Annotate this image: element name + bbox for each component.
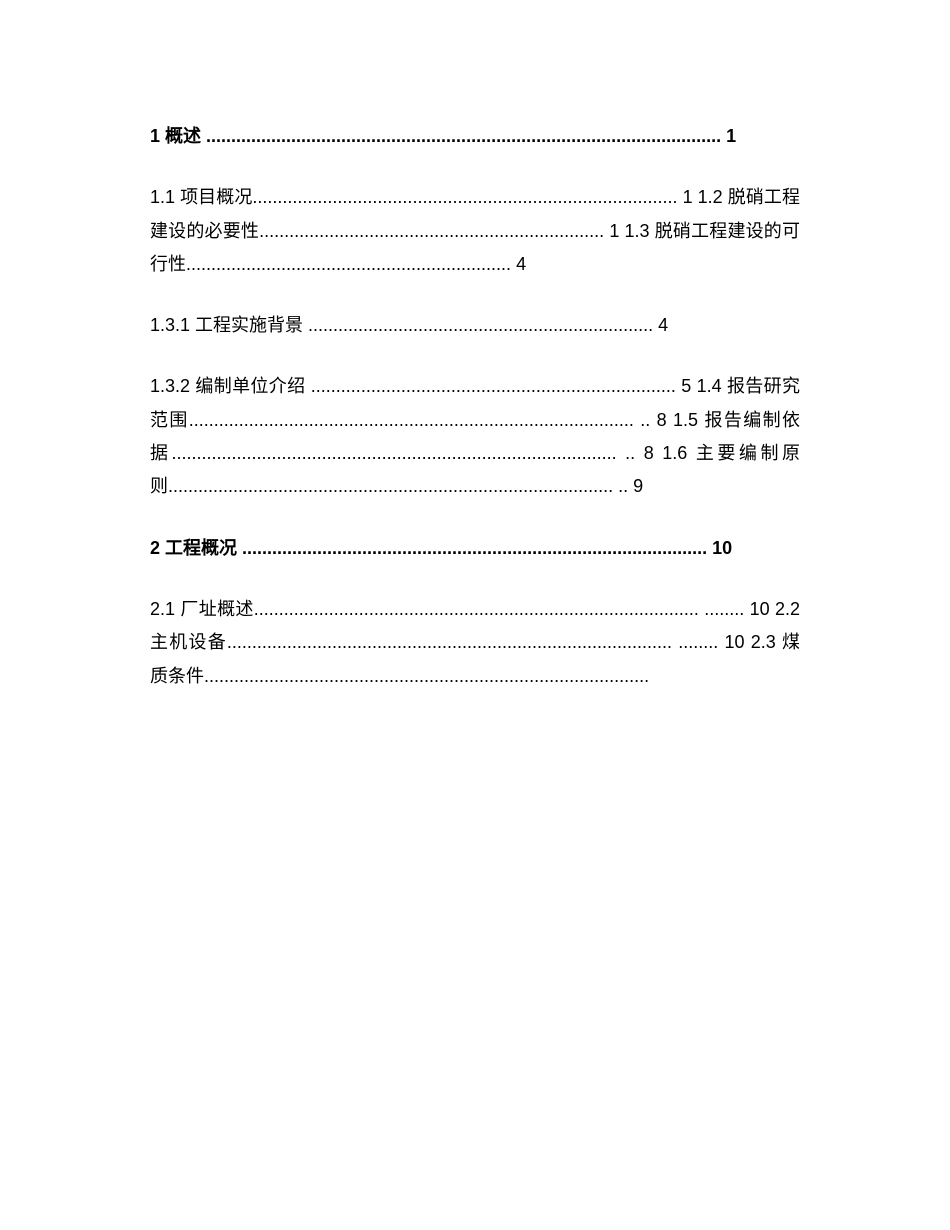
heading-text: 2 工程概况 .................................… xyxy=(150,538,732,558)
section-2-heading: 2 工程概况 .................................… xyxy=(150,532,800,565)
heading-text: 1 概述 ...................................… xyxy=(150,126,736,146)
section-1-body: 1.1 项目概况................................… xyxy=(150,181,800,281)
section-1-heading: 1 概述 ...................................… xyxy=(150,120,800,153)
section-1-3-2-and-rest: 1.3.2 编制单位介绍 ...........................… xyxy=(150,370,800,503)
entry-text: 1.3.1 工程实施背景 ...........................… xyxy=(150,315,668,335)
section-2-body: 2.1 厂址概述................................… xyxy=(150,593,800,693)
entry-text: 1.3.2 编制单位介绍 ...........................… xyxy=(150,376,800,496)
section-1-3-1: 1.3.1 工程实施背景 ...........................… xyxy=(150,309,800,342)
document-content: 1 概述 ...................................… xyxy=(150,120,800,693)
body-text: 2.1 厂址概述................................… xyxy=(150,599,800,686)
body-text: 1.1 项目概况................................… xyxy=(150,187,800,274)
